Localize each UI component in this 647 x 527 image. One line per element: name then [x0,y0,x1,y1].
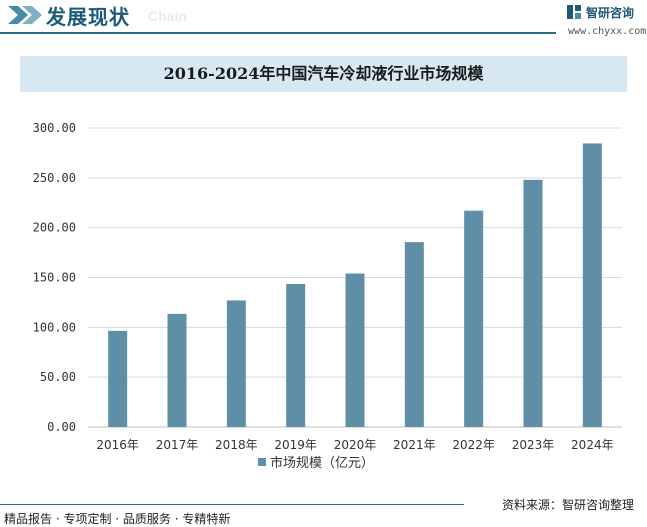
x-tick-label: 2016年 [96,438,139,452]
x-tick-label: 2021年 [393,438,436,452]
x-tick-label: 2019年 [274,438,317,452]
source-note: 资料来源：智研咨询整理 [502,498,635,512]
page-header: 发展现状 Chain 智研咨询 www.chyxx.com [0,0,647,40]
bar [226,300,246,427]
x-tick-label: 2020年 [334,438,377,452]
brand-logo-icon [567,5,581,19]
x-tick-label: 2022年 [452,438,495,452]
x-tick-label: 2024年 [571,438,614,452]
y-tick-label: 250.00 [33,171,76,185]
y-tick-label: 0.00 [47,420,76,434]
footer-tags: 精品报告 · 专项定制 · 品质服务 · 专精特新 [4,512,231,526]
bar [523,179,543,427]
section-title: 发展现状 [46,5,130,29]
footer-divider [0,504,464,505]
section-title-en: Chain [148,8,187,24]
bar [345,273,365,427]
y-tick-label: 300.00 [33,121,76,135]
bar [582,143,602,427]
y-tick-label: 100.00 [33,320,76,334]
x-tick-label: 2018年 [215,438,258,452]
brand-name: 智研咨询 [586,6,635,20]
header-divider [0,32,556,34]
bar [286,283,306,427]
bar [167,313,187,427]
y-tick-label: 200.00 [33,221,76,235]
x-tick-label: 2017年 [156,438,199,452]
bar [108,330,128,427]
chart-title: 2016-2024年中国汽车冷却液行业市场规模 [163,64,484,83]
y-tick-label: 50.00 [40,370,76,384]
bar [404,242,424,427]
x-tick-label: 2023年 [512,438,555,452]
y-tick-label: 150.00 [33,271,76,285]
legend-swatch [258,458,266,466]
chart-title-band [20,56,627,92]
double-chevron-icon [8,6,42,24]
legend-label: 市场规模（亿元） [270,455,374,471]
brand-url: www.chyxx.com [568,26,647,37]
bar [464,210,484,427]
